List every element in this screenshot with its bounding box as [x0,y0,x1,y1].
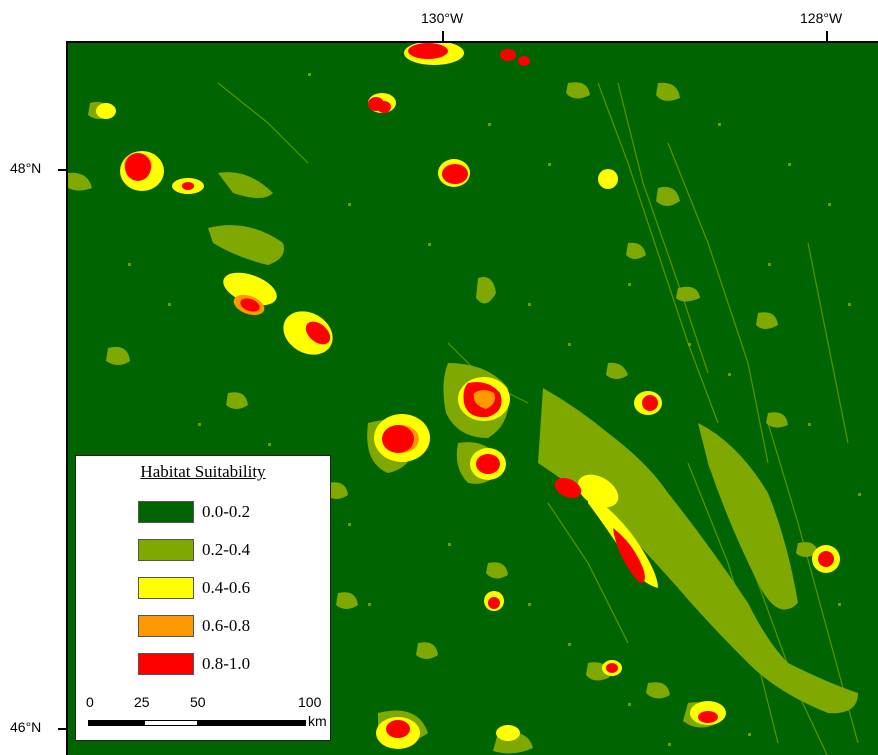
legend-label-2: 0.4-0.6 [202,578,251,597]
scale-label-0: 0 [86,694,94,710]
scale-unit: km [308,713,327,729]
y-tick-label-46n: 46°N [10,719,42,735]
legend-label-4: 0.8-1.0 [202,654,251,673]
y-tick-mark-46n [58,728,66,730]
scale-segment-0-25 [88,720,144,726]
scale-label-100: 100 [298,694,322,710]
scale-label-50: 50 [190,694,206,710]
legend-swatch-3 [138,615,194,637]
suitability-high-patches [125,43,834,738]
map-legend: Habitat Suitability 0.0-0.2 0.2-0.4 0.4-… [75,455,331,741]
legend-swatch-4 [138,653,194,675]
suitability-speckle [128,73,861,746]
legend-label-1: 0.2-0.4 [202,540,251,559]
legend-swatch-2 [138,577,194,599]
x-tick-mark-130w [442,31,444,41]
scale-label-25: 25 [134,694,150,710]
legend-swatch-1 [138,539,194,561]
x-tick-mark-128w [826,31,828,41]
legend-title: Habitat Suitability [140,462,266,481]
legend-swatch-0 [138,501,194,523]
habitat-suitability-map[interactable] [66,41,878,755]
scale-bar: 0 25 50 100 km [86,694,327,738]
scale-segment-50-100 [198,720,306,726]
y-tick-mark-48n [58,169,66,171]
x-tick-label-130w: 130°W [421,10,464,26]
scale-segment-25-50 [144,720,198,726]
x-tick-label-128w: 128°W [800,10,843,26]
legend-label-0: 0.0-0.2 [202,502,251,521]
map-raster [68,43,878,755]
legend-label-3: 0.6-0.8 [202,616,251,635]
y-tick-label-48n: 48°N [10,160,42,176]
